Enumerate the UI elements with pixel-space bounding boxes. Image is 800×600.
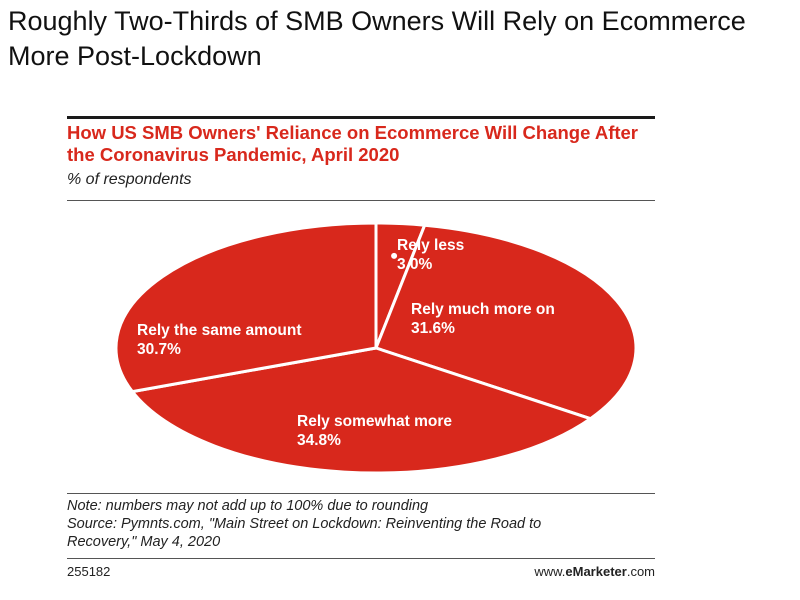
chart-title: How US SMB Owners' Reliance on Ecommerce… bbox=[67, 122, 639, 165]
pie-slice-rely-much-more-on bbox=[374, 223, 638, 421]
chart-id: 255182 bbox=[67, 564, 111, 579]
pie-labels: Rely less 3.0% Rely much more on 31.6% Rely … bbox=[137, 237, 555, 449]
note-text: Note: numbers may not add up to 100% due… bbox=[67, 498, 429, 514]
chart-notes: Note: numbers may not add up to 100% due… bbox=[67, 497, 667, 551]
pie-chart: Rely less 3.0% Rely much more on 31.6% Rely … bbox=[114, 221, 638, 475]
header-rule bbox=[67, 200, 655, 201]
slice-label-rely-less: Rely less bbox=[397, 237, 464, 254]
footer-rule bbox=[67, 493, 655, 494]
pie-slice-rely-somewhat-more bbox=[130, 346, 592, 475]
source-text-line2: Recovery," May 4, 2020 bbox=[67, 534, 221, 550]
brand-name: eMarketer bbox=[565, 564, 627, 579]
pie-slices bbox=[114, 221, 638, 475]
slice-label-rely-somewhat-more: Rely somewhat more bbox=[297, 413, 452, 430]
slice-label-rely-much-more-on: Rely much more on bbox=[411, 301, 555, 318]
source-text-line1: Source: Pymnts.com, "Main Street on Lock… bbox=[67, 516, 542, 532]
slice-value-rely-much-more-on: 31.6% bbox=[411, 320, 455, 337]
brand-suffix: .com bbox=[626, 564, 655, 579]
bottom-rule bbox=[67, 558, 655, 559]
slice-value-rely-the-same-amount: 30.7% bbox=[137, 341, 181, 358]
brand-credit: www.eMarketer.com bbox=[534, 564, 655, 579]
slice-label-rely-the-same-amount: Rely the same amount bbox=[137, 322, 302, 339]
slice-value-rely-less: 3.0% bbox=[397, 256, 433, 273]
chart-subtitle: % of respondents bbox=[67, 171, 192, 188]
pie-slice-rely-the-same-amount bbox=[114, 221, 378, 394]
slice-value-rely-somewhat-more: 34.8% bbox=[297, 432, 341, 449]
brand-prefix: www. bbox=[534, 564, 566, 579]
top-rule bbox=[67, 116, 655, 119]
headline: Roughly Two-Thirds of SMB Owners Will Re… bbox=[8, 6, 746, 71]
leader-dot-rely-less bbox=[391, 252, 398, 259]
